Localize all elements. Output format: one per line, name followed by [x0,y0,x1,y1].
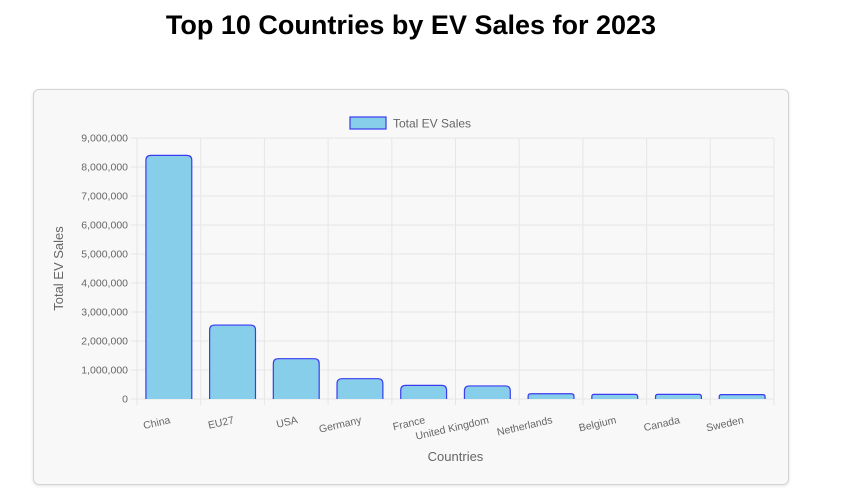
legend[interactable]: Total EV Sales [349,116,471,131]
grid-lines [131,137,775,405]
bar[interactable] [527,393,575,399]
bar-fill [337,378,383,399]
y-tick-label: 0 [122,394,128,406]
x-tick-label: Belgium [578,414,618,434]
page-title: Top 10 Countries by EV Sales for 2023 [165,10,657,40]
bar[interactable] [209,324,257,399]
x-tick-label: EU27 [207,414,235,432]
chart-card: 0 1,000,000 2,000,000 3,000,000 4,000,000 5,0… [33,89,789,485]
bar-fill [655,394,702,399]
y-tick-label: 4,000,000 [81,278,128,290]
y-tick-label: 2,000,000 [81,336,128,348]
y-tick-label: 9,000,000 [81,133,128,145]
bar[interactable] [336,378,384,399]
x-tick-label: United Kingdom [415,414,491,443]
bar-fill [591,394,638,399]
ev-sales-bar-chart: 0 1,000,000 2,000,000 3,000,000 4,000,000 5,0… [51,116,775,464]
bars [145,154,766,399]
x-tick-label: Canada [643,414,682,434]
bar[interactable] [400,384,448,399]
y-tick-label: 3,000,000 [81,307,128,319]
legend-swatch[interactable] [349,116,387,130]
y-tick-label: 8,000,000 [81,162,128,174]
bar-fill [273,358,320,399]
y-tick-label: 1,000,000 [81,365,128,377]
bar-fill [464,385,511,399]
x-tick-label: China [142,414,172,432]
bar[interactable] [145,154,193,399]
x-axis-title: Countries [428,449,484,464]
bar[interactable] [591,393,639,399]
x-tick-label: USA [275,414,299,431]
y-tick-label: 7,000,000 [81,191,128,203]
bar-fill [209,325,256,399]
legend-label[interactable]: Total EV Sales [393,117,471,131]
y-axis-title: Total EV Sales [51,226,66,311]
bar[interactable] [272,358,320,399]
x-tick-label: Netherlands [496,414,554,438]
x-tick-label: Sweden [705,414,745,434]
bar[interactable] [463,385,511,399]
y-tick-label: 6,000,000 [81,220,128,232]
bar[interactable] [718,394,766,399]
bar-fill [145,155,192,399]
bar[interactable] [654,393,702,399]
bar-fill [528,393,574,399]
y-tick-label: 5,000,000 [81,249,128,261]
bar-fill [719,394,766,399]
bar-fill [400,385,447,399]
x-tick-label: Germany [318,414,364,436]
